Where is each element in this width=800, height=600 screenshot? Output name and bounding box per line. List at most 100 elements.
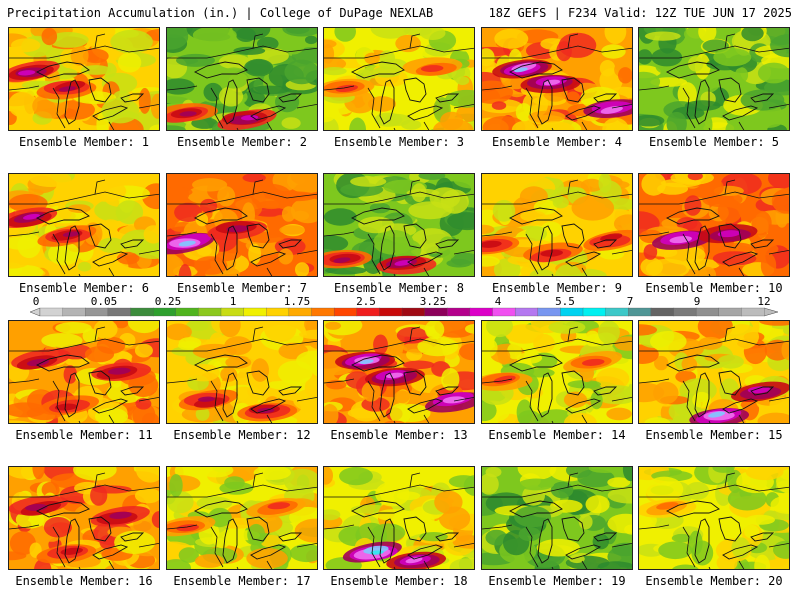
colorbar-swatch	[220, 307, 245, 317]
ensemble-member-map	[8, 320, 160, 424]
ensemble-member-map	[481, 466, 633, 570]
ensemble-member-map	[638, 466, 790, 570]
ensemble-member-map	[323, 466, 475, 570]
precip-field-map	[9, 321, 159, 423]
colorbar-swatch	[605, 307, 629, 317]
colorbar-legend: 0 0.05 0.25 1 1.75 2.5 3.25 4 5.5 7 9 12	[0, 296, 800, 320]
ensemble-member-map	[166, 173, 318, 277]
ensemble-member-label: Ensemble Member: 2	[176, 135, 308, 149]
colorbar-swatch	[514, 307, 539, 317]
colorbar-swatch	[718, 307, 743, 317]
precip-field-map	[9, 467, 159, 569]
colorbar-scale	[29, 307, 779, 317]
ensemble-member-label: Ensemble Member: 1	[18, 135, 150, 149]
colorbar-tick-label: 0	[32, 295, 40, 308]
ensemble-member-label: Ensemble Member: 20	[645, 574, 783, 588]
ensemble-member-map	[323, 173, 475, 277]
colorbar-tick-label: 1.75	[283, 295, 311, 308]
colorbar-swatch	[424, 307, 448, 317]
precip-field-map	[9, 28, 159, 130]
colorbar-swatch	[130, 307, 154, 317]
precip-field-map	[324, 321, 474, 423]
valid-time-label: 18Z GEFS | F234 Valid: 12Z TUE JUN 17 20…	[488, 6, 792, 20]
precip-field-map	[639, 28, 789, 130]
colorbar-swatch	[628, 307, 652, 317]
ensemble-member-map	[638, 173, 790, 277]
ensemble-member-map	[481, 320, 633, 424]
ensemble-member-label: Ensemble Member: 17	[173, 574, 311, 588]
ensemble-member-label: Ensemble Member: 19	[488, 574, 626, 588]
colorbar-swatch	[266, 307, 290, 317]
ensemble-member-label: Ensemble Member: 5	[648, 135, 780, 149]
ensemble-member-label: Ensemble Member: 8	[333, 281, 465, 295]
colorbar-swatch	[650, 307, 675, 317]
precip-field-map	[167, 321, 317, 423]
colorbar-swatch	[469, 307, 494, 317]
colorbar-tick-label: 1	[229, 295, 237, 308]
ensemble-member-map	[323, 320, 475, 424]
precip-field-map	[9, 174, 159, 276]
precip-field-map	[639, 174, 789, 276]
ensemble-member-map	[166, 466, 318, 570]
precip-field-map	[482, 174, 632, 276]
colorbar-tick-label: 0.25	[154, 295, 182, 308]
precip-field-map	[482, 467, 632, 569]
colorbar-swatch	[39, 307, 64, 317]
precip-field-map	[167, 28, 317, 130]
colorbar-tick-label: 3.25	[419, 295, 447, 308]
precip-field-map	[639, 467, 789, 569]
ensemble-member-map	[323, 27, 475, 131]
ensemble-member-map	[8, 466, 160, 570]
ensemble-member-label: Ensemble Member: 14	[488, 428, 626, 442]
colorbar-swatch	[695, 307, 720, 317]
ensemble-member-label: Ensemble Member: 11	[15, 428, 153, 442]
ensemble-member-map	[481, 27, 633, 131]
colorbar-tick-label: 4	[494, 295, 502, 308]
colorbar-swatch	[356, 307, 381, 317]
chart-title: Precipitation Accumulation (in.) | Colle…	[7, 6, 434, 20]
colorbar-swatch	[492, 307, 516, 317]
colorbar-swatch	[582, 307, 607, 317]
colorbar-swatch	[198, 307, 222, 317]
colorbar-swatch	[741, 307, 765, 317]
ensemble-member-label: Ensemble Member: 3	[333, 135, 465, 149]
ensemble-member-map	[166, 27, 318, 131]
ensemble-member-map	[8, 173, 160, 277]
ensemble-member-label: Ensemble Member: 7	[176, 281, 308, 295]
ensemble-member-map	[8, 27, 160, 131]
precip-field-map	[167, 174, 317, 276]
colorbar-swatch	[85, 307, 109, 317]
ensemble-member-label: Ensemble Member: 10	[645, 281, 783, 295]
ensemble-member-map	[166, 320, 318, 424]
ensemble-member-label: Ensemble Member: 6	[18, 281, 150, 295]
colorbar-swatch	[175, 307, 200, 317]
colorbar-swatch	[401, 307, 426, 317]
colorbar-tick-label: 9	[693, 295, 701, 308]
colorbar-tick-label: 0.05	[90, 295, 118, 308]
precip-field-map	[324, 28, 474, 130]
precip-field-map	[482, 28, 632, 130]
ensemble-member-map	[638, 320, 790, 424]
colorbar-swatch	[673, 307, 697, 317]
colorbar-swatch	[560, 307, 584, 317]
colorbar-swatch	[152, 307, 177, 317]
precip-field-map	[639, 321, 789, 423]
ensemble-member-label: Ensemble Member: 12	[173, 428, 311, 442]
colorbar-swatch	[333, 307, 358, 317]
colorbar-tick-label: 12	[757, 295, 771, 308]
colorbar-swatch	[537, 307, 562, 317]
colorbar-swatch	[311, 307, 335, 317]
colorbar-swatch	[288, 307, 313, 317]
colorbar-tick-label: 7	[626, 295, 634, 308]
colorbar-swatch	[62, 307, 86, 317]
precip-field-map	[167, 467, 317, 569]
ensemble-member-label: Ensemble Member: 13	[330, 428, 468, 442]
ensemble-member-label: Ensemble Member: 18	[330, 574, 468, 588]
colorbar-swatch	[243, 307, 267, 317]
colorbar-swatch	[447, 307, 471, 317]
ensemble-member-label: Ensemble Member: 4	[491, 135, 623, 149]
precip-field-map	[324, 174, 474, 276]
precip-field-map	[482, 321, 632, 423]
colorbar-tick-label: 2.5	[356, 295, 376, 308]
ensemble-member-label: Ensemble Member: 16	[15, 574, 153, 588]
